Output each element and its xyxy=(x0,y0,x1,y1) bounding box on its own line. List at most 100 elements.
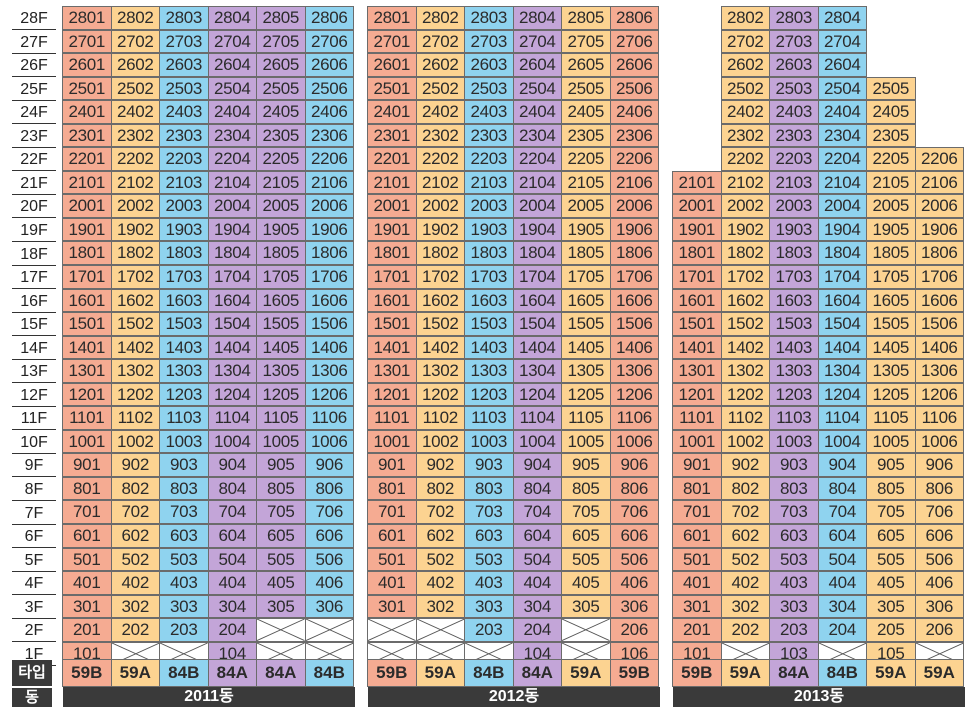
unit-cell: 2504 xyxy=(512,76,562,101)
unit-cell: 1505 xyxy=(561,312,611,336)
unit-cell: 2801 xyxy=(367,6,417,30)
type-row: 59B 59A 84B 84A 59A 59B xyxy=(367,659,659,687)
unit-cell: 706 xyxy=(914,500,964,525)
floor-label: 4F xyxy=(12,572,56,596)
unit-cell: 906 xyxy=(609,453,659,477)
empty-slot xyxy=(672,6,722,30)
floor-row: 2801 2802 2803 2804 2805 2806 xyxy=(367,6,659,31)
unit-cell: 2101 xyxy=(367,170,417,195)
unit-cell: 1206 xyxy=(609,382,659,407)
unit-cell: 1205 xyxy=(866,382,916,407)
unit-type-cell: 59A xyxy=(415,659,465,687)
floor-label: 25F xyxy=(12,78,56,101)
unit-cell: 1201 xyxy=(672,382,722,407)
floor-row: 1801 1802 1803 1804 1805 1806 xyxy=(367,241,659,266)
floor-row: 2202 2203 2204 2205 2206 xyxy=(673,147,964,172)
floor-label: 21F xyxy=(12,172,56,195)
unit-cell: 1905 xyxy=(256,217,306,242)
unavailable-unit xyxy=(561,618,611,642)
unit-cell: 1504 xyxy=(817,312,867,336)
unit-type-cell: 84A xyxy=(207,659,257,687)
unit-cell: 2205 xyxy=(256,147,306,171)
floor-row: 701 702 703 704 705 706 xyxy=(62,500,354,525)
unit-cell: 405 xyxy=(256,571,306,595)
floor-row: 801 802 803 804 805 806 xyxy=(367,476,659,502)
unit-cell: 2404 xyxy=(207,100,257,124)
floor-label: 2F xyxy=(12,619,56,643)
unit-cell: 1901 xyxy=(367,217,417,242)
floor-row: 1101 1102 1103 1104 1105 1106 xyxy=(62,406,354,431)
unit-cell: 406 xyxy=(609,571,659,595)
empty-slot xyxy=(915,124,965,148)
unit-type-cell: 84A xyxy=(512,659,562,687)
unit-cell: 904 xyxy=(207,453,257,477)
floor-row: 1301 1302 1303 1304 1305 1306 xyxy=(62,359,354,384)
floor-label: 26F xyxy=(12,54,56,78)
unit-cell: 206 xyxy=(914,618,964,642)
unit-cell: 2403 xyxy=(159,100,209,124)
unit-cell: 1905 xyxy=(866,217,916,242)
unit-cell: 1604 xyxy=(512,288,562,313)
unit-cell: 402 xyxy=(415,571,465,595)
unit-cell: 1105 xyxy=(256,406,306,430)
unit-cell: 1003 xyxy=(769,429,819,454)
floor-row: 801 802 803 804 805 806 xyxy=(672,476,964,502)
unit-cell: 605 xyxy=(256,524,306,548)
unit-cell: 2606 xyxy=(609,53,659,77)
unit-cell: 604 xyxy=(207,524,257,548)
unit-cell: 1202 xyxy=(415,382,465,407)
unit-cell: 603 xyxy=(464,524,514,548)
unit-cell: 2303 xyxy=(464,123,514,148)
dong-row-label: 동 xyxy=(12,688,52,707)
unit-cell: 706 xyxy=(304,500,354,525)
unit-cell: 2504 xyxy=(207,76,257,101)
floor-label: 12F xyxy=(12,384,56,407)
unit-cell: 2002 xyxy=(415,194,465,218)
unit-cell: 2104 xyxy=(512,170,562,195)
unit-cell: 306 xyxy=(609,594,659,619)
unit-cell: 1205 xyxy=(561,382,611,407)
unit-cell: 1902 xyxy=(415,217,465,242)
unit-cell: 704 xyxy=(512,500,562,525)
unit-cell: 602 xyxy=(720,524,770,548)
unit-cell: 1806 xyxy=(304,241,354,266)
unit-cell: 2703 xyxy=(769,29,819,54)
unit-cell: 2105 xyxy=(256,170,306,195)
unit-type-cell: 84B xyxy=(464,659,514,687)
unit-cell: 1801 xyxy=(62,241,112,266)
unit-cell: 2106 xyxy=(609,170,659,195)
unit-cell: 1706 xyxy=(609,265,659,289)
unit-cell: 2505 xyxy=(561,76,611,101)
unit-cell: 503 xyxy=(159,547,209,572)
floor-row: 1201 1202 1203 1204 1205 1206 xyxy=(62,382,354,408)
unit-cell: 2305 xyxy=(866,123,916,148)
unit-cell: 2203 xyxy=(769,147,819,171)
floor-row: 201 202 203 204 205 206 xyxy=(672,618,964,643)
unit-cell: 1102 xyxy=(720,406,770,430)
unit-cell: 303 xyxy=(159,594,209,619)
unit-cell: 204 xyxy=(207,618,257,642)
unit-cell: 2205 xyxy=(561,147,611,171)
floor-row: 2501 2502 2503 2504 2505 2506 xyxy=(367,76,659,102)
floor-label: 10F xyxy=(12,431,56,454)
unit-cell: 2502 xyxy=(415,76,465,101)
unit-cell: 2201 xyxy=(62,147,112,171)
floor-row: 401 402 403 404 405 406 xyxy=(62,571,354,596)
unit-cell: 1302 xyxy=(720,359,770,383)
unit-cell: 805 xyxy=(866,476,916,501)
unit-cell: 2103 xyxy=(464,170,514,195)
unit-cell: 606 xyxy=(914,524,964,548)
unit-cell: 1502 xyxy=(720,312,770,336)
unit-cell: 2405 xyxy=(866,100,916,124)
floor-row: 601 602 603 604 605 606 xyxy=(367,524,659,549)
unit-cell: 803 xyxy=(769,476,819,501)
unit-cell: 603 xyxy=(159,524,209,548)
unit-cell: 1803 xyxy=(464,241,514,266)
unit-cell: 2001 xyxy=(367,194,417,218)
unit-cell: 2603 xyxy=(464,53,514,77)
unit-cell: 901 xyxy=(367,453,417,477)
floor-row: 1101 1102 1103 1104 1105 1106 xyxy=(367,406,659,431)
floor-row: 1501 1502 1503 1504 1505 1506 xyxy=(62,312,354,337)
unit-cell: 506 xyxy=(304,547,354,572)
unit-cell: 1203 xyxy=(159,382,209,407)
